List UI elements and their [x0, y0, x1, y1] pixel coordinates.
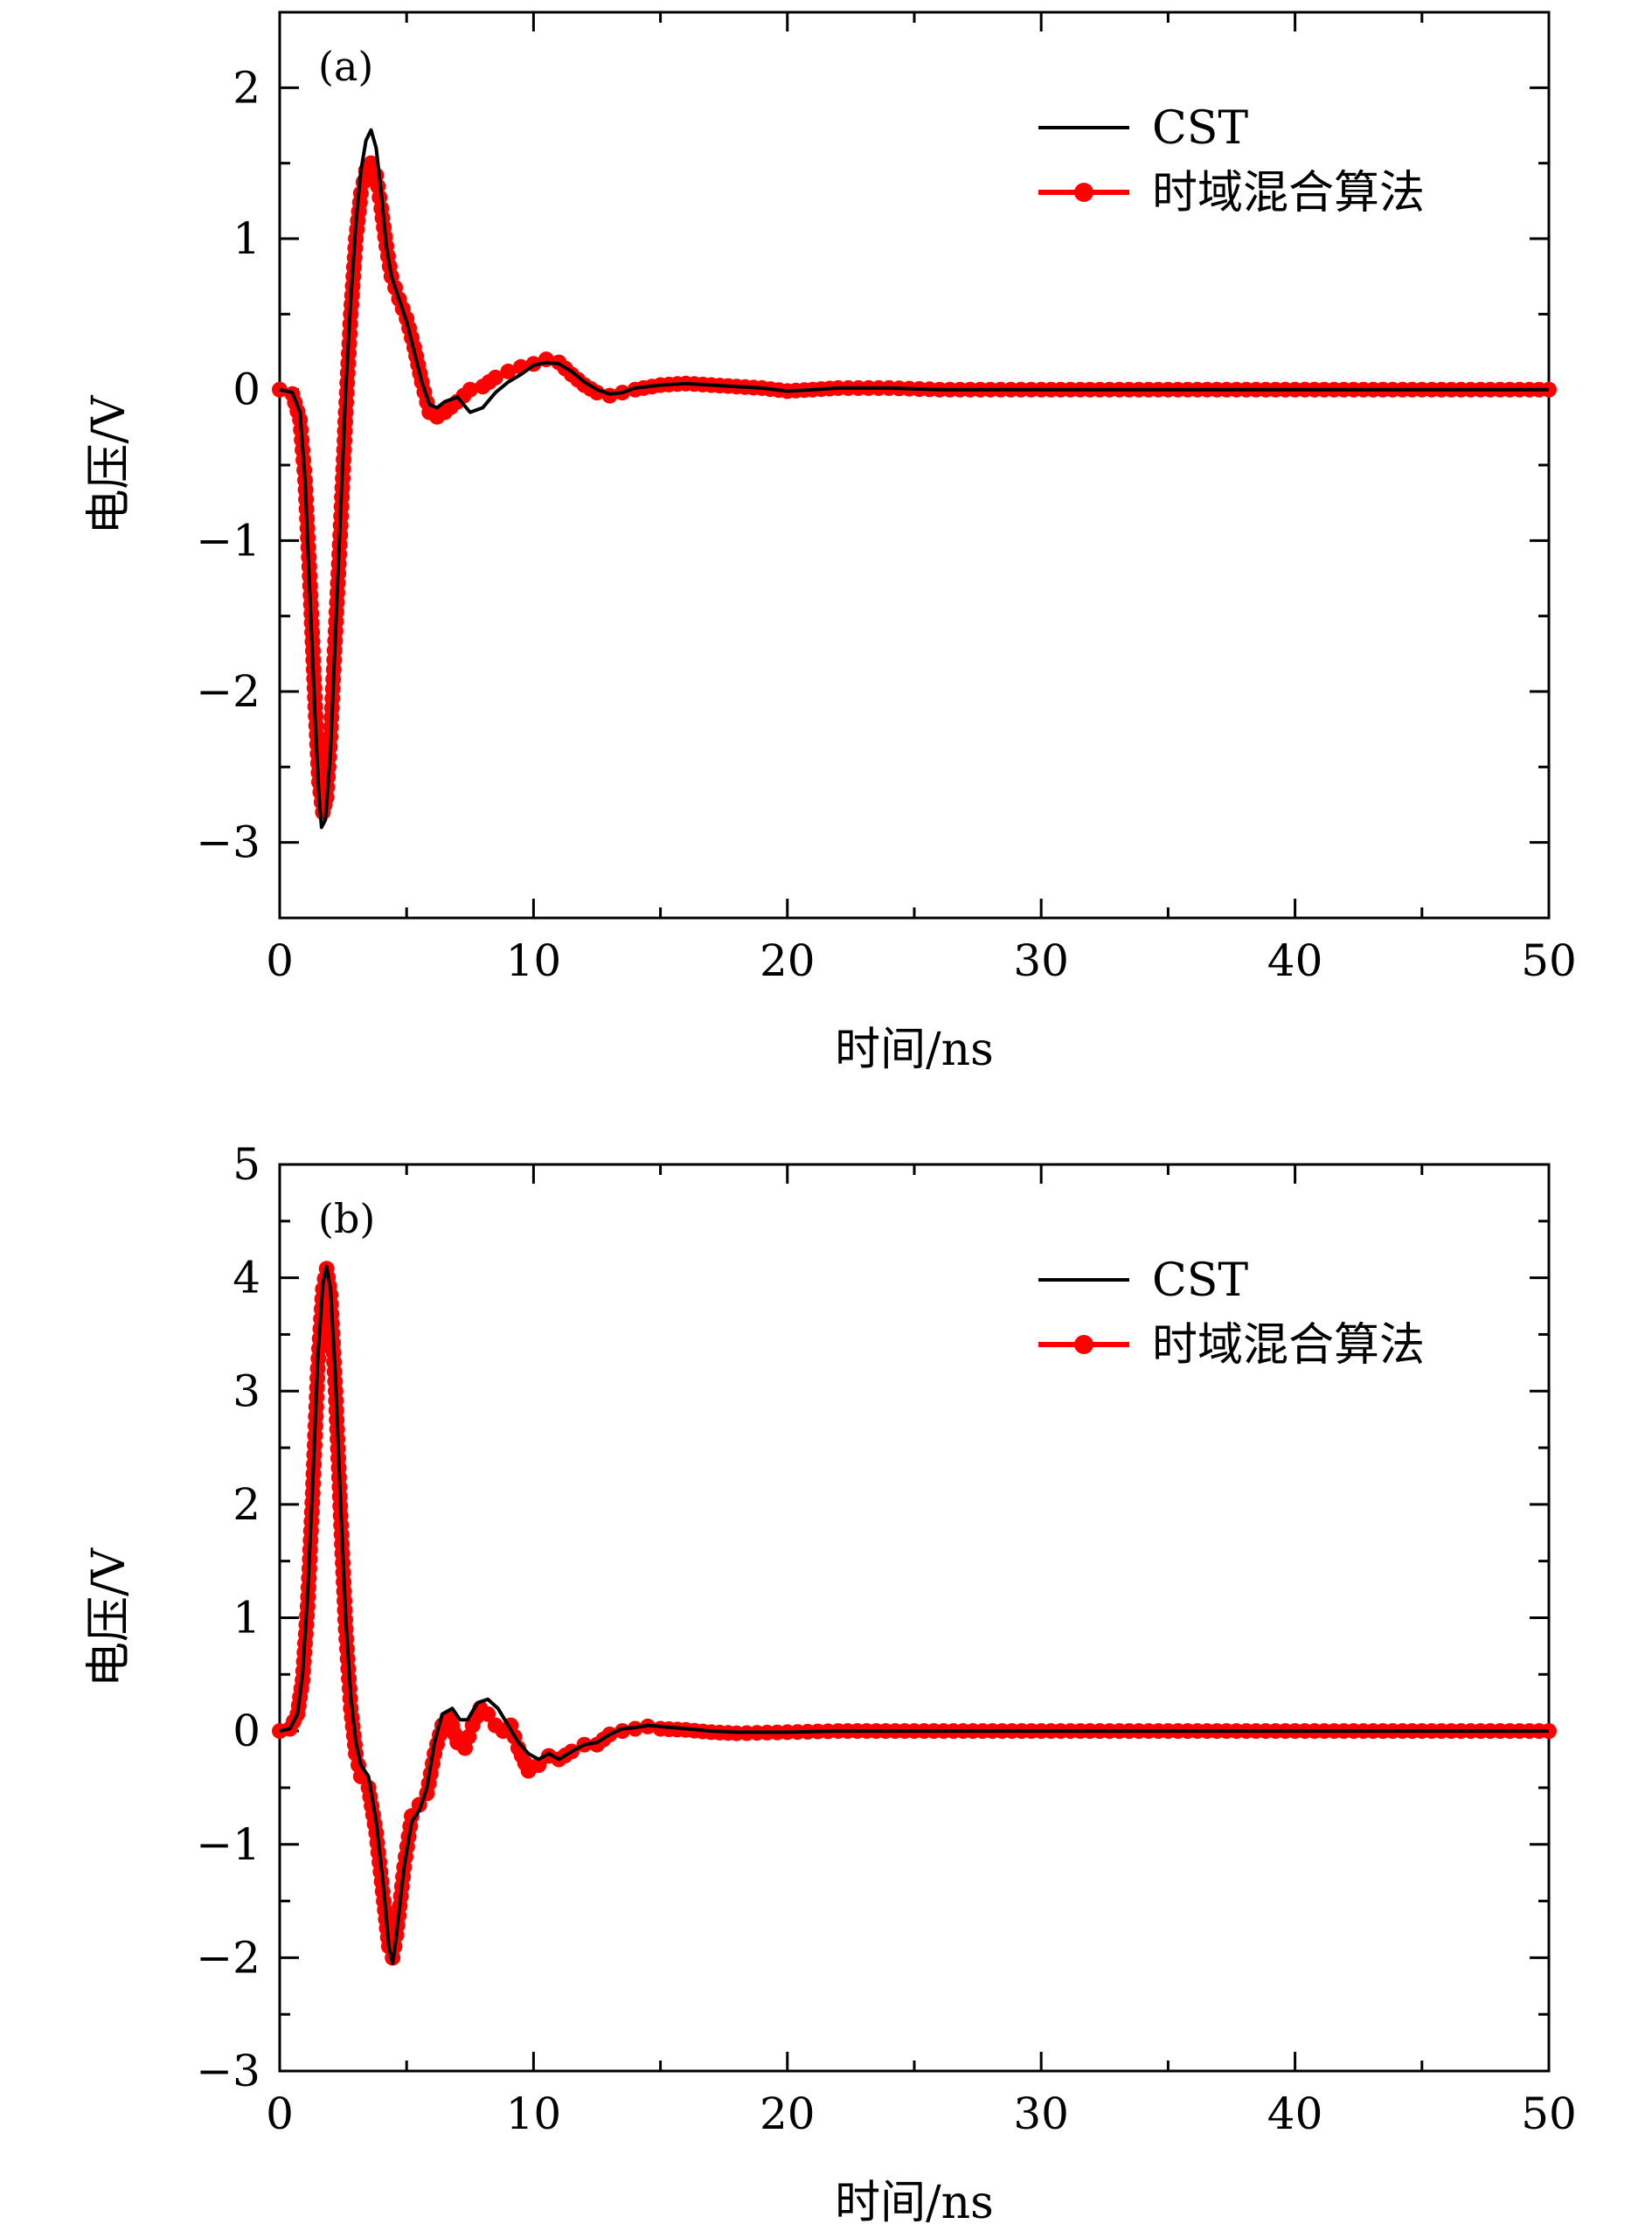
x-axis-title: 时间/ns: [835, 1024, 994, 1076]
x-tick-label: 20: [760, 935, 816, 986]
y-tick-label: −1: [196, 1819, 260, 1870]
series-point-hybrid: [404, 1808, 420, 1824]
y-tick-label: 1: [233, 213, 260, 264]
y-tick-label: 0: [233, 1706, 260, 1756]
legend-marker-hybrid: [1074, 1335, 1093, 1354]
x-tick-label: 30: [1013, 2089, 1069, 2139]
y-tick-label: 1: [233, 1593, 260, 1644]
y-tick-label: 2: [233, 1479, 260, 1530]
legend-marker-hybrid: [1074, 183, 1093, 202]
y-tick-label: 2: [233, 62, 260, 113]
legend-label-hybrid: 时域混合算法: [1152, 1319, 1425, 1372]
x-tick-label: 10: [506, 935, 562, 986]
y-axis-title: 电压/V: [83, 1547, 135, 1688]
chart-panel-a: 0 10 20 30 40 50 −3 −2 −1 0 1 2 (a) CST 时域混合算法 时间/…: [83, 10, 1577, 1076]
x-tick-label: 30: [1013, 935, 1069, 986]
x-tick-label: 40: [1267, 935, 1323, 986]
series-line-cst: [279, 128, 1549, 830]
y-tick-label: 5: [233, 1139, 260, 1190]
x-tick-label: 0: [266, 2089, 294, 2139]
x-axis-ticks: 0 10 20 30 40 50: [266, 1164, 1577, 2139]
series-point-hybrid: [363, 155, 379, 171]
x-tick-label: 50: [1521, 2089, 1577, 2139]
series-line-cst: [279, 1264, 1549, 1965]
series-layer: [272, 1261, 1557, 1966]
y-tick-label: −2: [196, 666, 260, 717]
y-tick-label: −2: [196, 1932, 260, 1983]
legend-label-cst: CST: [1152, 1255, 1248, 1307]
x-axis-ticks: 0 10 20 30 40 50: [266, 12, 1577, 986]
series-point-hybrid: [500, 363, 517, 379]
y-axis-ticks: −3 −2 −1 0 1 2 3 4 5: [196, 1139, 1549, 2096]
legend-label-hybrid: 时域混合算法: [1152, 167, 1425, 219]
x-tick-label: 20: [760, 2089, 816, 2139]
legend: CST 时域混合算法: [1038, 1255, 1425, 1372]
series-point-hybrid: [531, 1757, 547, 1773]
x-tick-label: 40: [1267, 2089, 1323, 2139]
y-tick-label: 0: [233, 365, 260, 415]
x-tick-label: 0: [266, 935, 294, 986]
y-tick-label: −3: [196, 817, 260, 868]
y-axis-title: 电压/V: [83, 394, 135, 535]
x-tick-label: 10: [506, 2089, 562, 2139]
y-axis-ticks: −3 −2 −1 0 1 2: [196, 10, 1549, 920]
x-axis-title: 时间/ns: [835, 2177, 994, 2229]
series-point-hybrid: [487, 369, 503, 386]
y-tick-label: 4: [233, 1253, 260, 1303]
series-layer: [272, 128, 1557, 830]
legend-label-cst: CST: [1152, 102, 1248, 155]
y-tick-label: 3: [233, 1366, 260, 1416]
x-tick-label: 50: [1521, 935, 1577, 986]
legend: CST 时域混合算法: [1038, 102, 1425, 219]
series-point-hybrid: [462, 381, 478, 398]
panel-label: (b): [318, 1195, 375, 1242]
series-point-hybrid: [480, 1706, 496, 1722]
y-tick-label: −3: [196, 2046, 260, 2096]
y-tick-label: −1: [196, 515, 260, 566]
panel-label: (a): [318, 43, 373, 90]
